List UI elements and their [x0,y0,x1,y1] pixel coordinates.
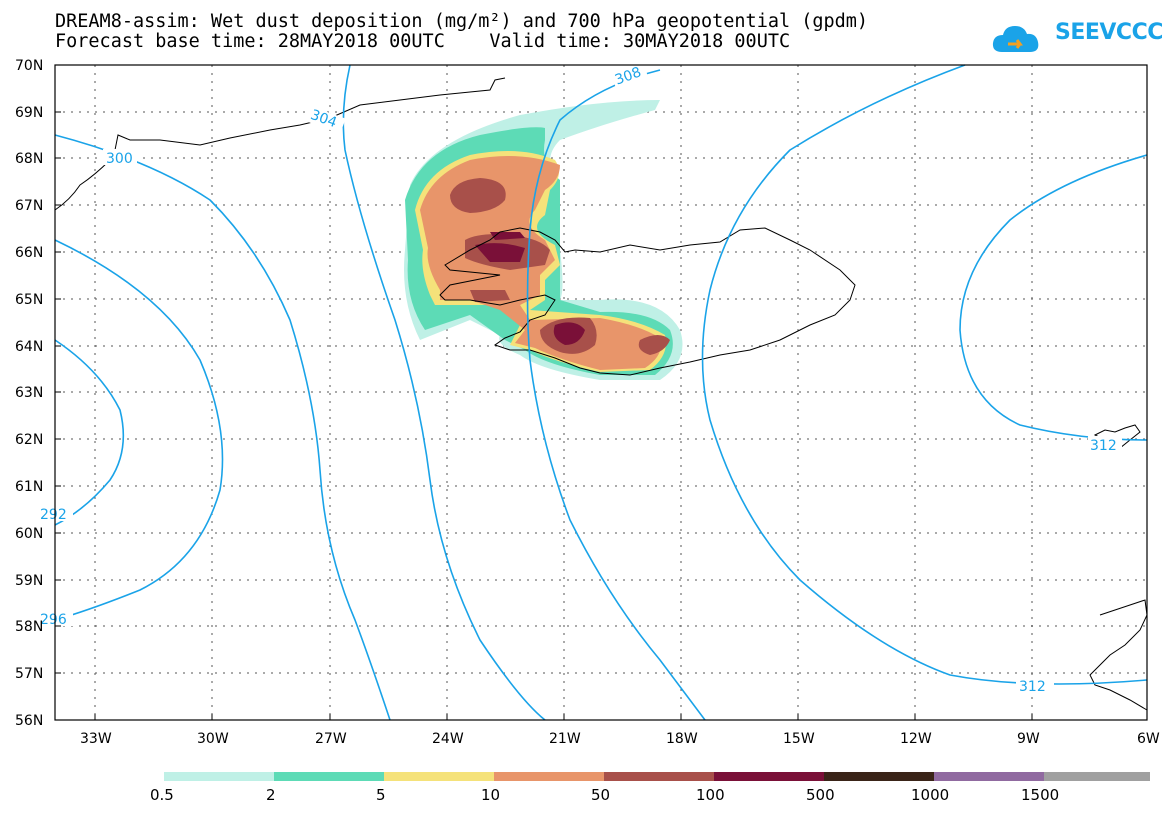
lat-label: 62N [15,432,43,448]
iceland-coast [439,227,856,376]
lon-label: 24W [432,731,464,747]
lat-label: 67N [15,198,43,214]
lat-label: 70N [15,58,43,74]
lat-label: 69N [15,105,43,121]
lat-label: 60N [15,526,43,542]
contour-308 [526,69,706,721]
colorbar-label: 1000 [911,786,949,804]
colorbar-label: 5 [376,786,386,804]
logo-text: SEEVCCC [1055,20,1163,45]
colorbar-label: 1500 [1021,786,1059,804]
lon-label: 27W [315,731,347,747]
dust-deposition-field [404,100,683,380]
cloud-logo-icon [992,26,1039,52]
lon-label: 12W [900,731,932,747]
lon-label: 30W [197,731,229,747]
map-title-line1: DREAM8-assim: Wet dust deposition (mg/m²… [55,11,869,32]
lon-label: 21W [549,731,581,747]
lat-label: 56N [15,713,43,729]
contour-304 [342,64,546,721]
contour-292 [54,339,125,526]
lat-label: 66N [15,245,43,261]
lat-label: 63N [15,385,43,401]
colorbar-label: 50 [591,786,610,804]
dust-level-50 [450,178,670,355]
lat-label: 61N [15,479,43,495]
contour-296 [54,239,224,621]
lon-label: 33W [80,731,112,747]
dust-level-100 [475,232,585,345]
colorbar-label: 0.5 [150,786,174,804]
lat-label: 59N [15,573,43,589]
colorbar-label: 2 [266,786,276,804]
scotland-coast [1089,599,1148,711]
lon-label: 6W [1137,731,1160,747]
contour-label-296: 296 [40,612,67,628]
colorbar: 0.5 2 5 10 50 100 500 1000 1500 [150,772,1150,804]
contour-label-292: 292 [40,507,67,523]
lat-label: 64N [15,339,43,355]
lat-label: 68N [15,151,43,167]
lon-label: 9W [1017,731,1040,747]
contour-312 [701,64,1148,685]
lon-label: 15W [783,731,815,747]
contour-label-312b: 312 [1090,438,1117,454]
contour-300 [54,134,391,721]
lat-label: 57N [15,666,43,682]
lon-label: 18W [666,731,698,747]
colorbar-label: 500 [806,786,835,804]
colorbar-label: 10 [481,786,500,804]
geopotential-contours [54,64,1148,721]
contour-316 [959,154,1148,441]
contour-label-300: 300 [106,151,133,167]
colorbar-label: 100 [696,786,725,804]
lat-label: 58N [15,619,43,635]
lat-label: 65N [15,292,43,308]
contour-label-312: 312 [1019,679,1046,695]
map-title-line2: Forecast base time: 28MAY2018 00UTC Vali… [55,31,791,52]
